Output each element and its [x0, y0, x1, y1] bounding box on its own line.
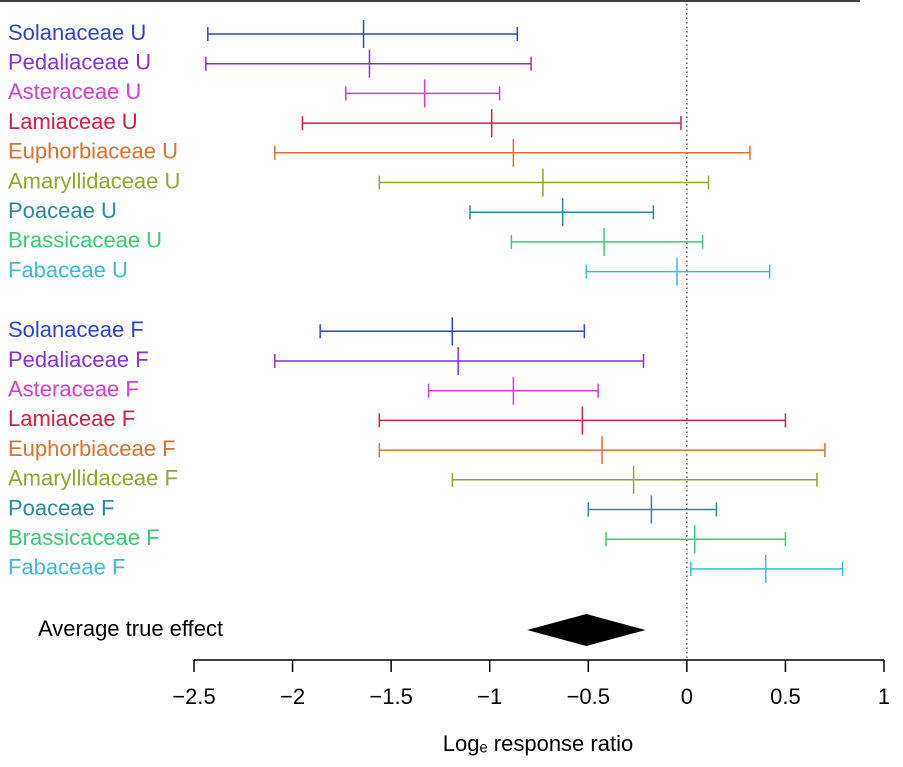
row-label: Fabaceae F [8, 555, 125, 580]
row-label: Asteraceae F [8, 377, 139, 402]
x-tick-label: −1 [477, 684, 502, 709]
x-tick-label: −2.5 [172, 684, 215, 709]
x-tick-label: −2 [280, 684, 305, 709]
x-tick-label: 1 [878, 684, 890, 709]
x-axis-label: Logₑ response ratio [443, 731, 633, 756]
x-tick-label: −0.5 [567, 684, 610, 709]
x-tick-label: −1.5 [369, 684, 412, 709]
row-label: Poaceae U [8, 198, 117, 223]
row-label: Brassicaceae F [8, 525, 160, 550]
row-label: Poaceae F [8, 495, 114, 520]
row-label: Euphorbiaceae F [8, 436, 176, 461]
row-label: Fabaceae U [8, 257, 128, 282]
row-label: Solanaceae U [8, 20, 146, 45]
row-label: Asteraceae U [8, 79, 141, 104]
row-label: Solanaceae F [8, 317, 144, 342]
row-label: Lamiaceae U [8, 109, 138, 134]
x-tick-label: 0 [681, 684, 693, 709]
row-label: Pedaliaceae U [8, 50, 151, 75]
row-label: Euphorbiaceae U [8, 139, 178, 164]
row-label: Pedaliaceae F [8, 347, 149, 372]
row-label: Lamiaceae F [8, 406, 135, 431]
summary-diamond [527, 614, 646, 646]
row-label: Amaryllidaceae U [8, 168, 180, 193]
x-tick-label: 0.5 [770, 684, 801, 709]
row-label: Amaryllidaceae F [8, 466, 178, 491]
summary-label: Average true effect [38, 616, 223, 641]
row-label: Brassicaceae U [8, 228, 162, 253]
